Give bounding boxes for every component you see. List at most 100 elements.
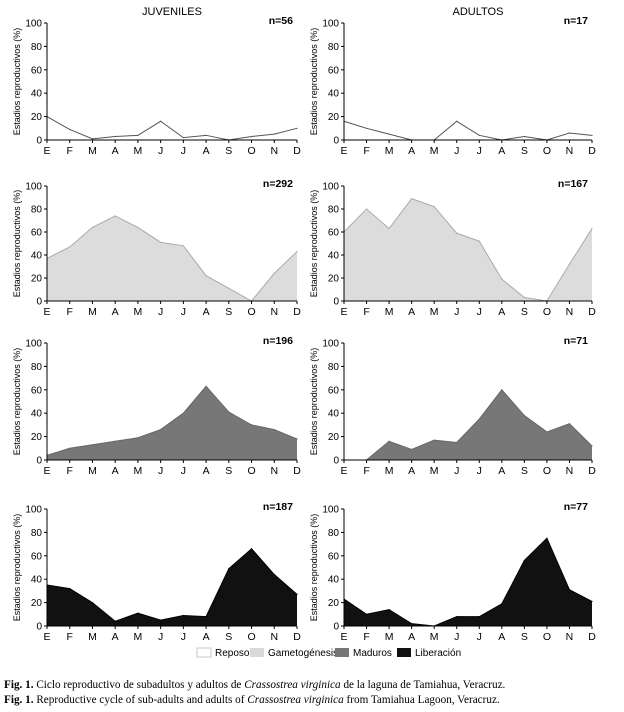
point-juveniles-4-8: [205, 616, 207, 618]
point-juveniles-1-10: [250, 135, 253, 138]
figure-caption: Fig. 1. Ciclo reproductivo de subadultos…: [4, 678, 620, 708]
x-tick-label-adultos-3-6: J: [454, 465, 459, 477]
point-adultos-4-9: [523, 559, 525, 562]
legend-label-maduros: Maduros: [353, 648, 392, 659]
point-adultos-4-8: [501, 603, 503, 605]
x-tick-label-juveniles-3-11: N: [270, 465, 278, 477]
x-tick-label-adultos-3-3: M: [385, 465, 394, 477]
y-tick-label-juveniles-2-60: 60: [31, 228, 43, 239]
y-tick-label-juveniles-1-0: 0: [36, 136, 42, 147]
x-tick-label-juveniles-3-3: M: [88, 465, 97, 477]
y-tick-label-juveniles-3-60: 60: [31, 385, 43, 396]
panel-juveniles-3: 0 20 40 60 80 100 E F M A M J J A S O N D Estadios reprodu…: [12, 335, 301, 477]
point-juveniles-4-3: [91, 602, 94, 604]
x-tick-label-juveniles-2-1: E: [43, 306, 50, 318]
caption-en-text-after: from Tamiahua Lagoon, Veracruz.: [343, 694, 500, 706]
x-tick-label-juveniles-4-1: E: [43, 631, 50, 643]
x-tick-label-adultos-2-6: J: [454, 306, 459, 318]
sample-size-label-adultos-4: n=77: [564, 501, 588, 513]
point-juveniles-4-12: [296, 593, 298, 596]
y-tick-label-adultos-2-100: 100: [322, 182, 339, 193]
point-adultos-3-10: [546, 431, 548, 433]
y-tick-label-juveniles-2-20: 20: [31, 274, 43, 285]
legend-swatch-liberacion: [397, 648, 411, 657]
x-tick-label-juveniles-3-2: F: [67, 465, 73, 477]
point-adultos-4-12: [591, 600, 593, 603]
point-adultos-1-11: [568, 132, 571, 134]
point-juveniles-1-5: [137, 134, 139, 136]
point-adultos-3-8: [501, 389, 503, 391]
x-tick-label-adultos-4-5: M: [430, 631, 439, 643]
x-tick-label-adultos-2-3: M: [385, 306, 394, 318]
series-line-adultos-3: [344, 389, 593, 461]
x-tick-label-adultos-2-7: J: [477, 306, 482, 318]
point-adultos-2-9: [523, 296, 525, 299]
x-tick-label-adultos-4-3: M: [385, 631, 394, 643]
x-tick-label-juveniles-2-2: F: [67, 306, 73, 318]
area-juveniles-4: [47, 548, 297, 626]
x-tick-label-adultos-1-4: A: [408, 145, 415, 157]
point-adultos-4-11: [568, 589, 571, 591]
point-adultos-3-12: [591, 445, 593, 447]
point-juveniles-2-12: [296, 250, 298, 253]
point-adultos-1-12: [591, 134, 593, 136]
point-juveniles-2-6: [160, 241, 162, 243]
legend-label-gametogenesis: Gametogénesis: [268, 648, 338, 659]
y-tick-label-adultos-1-60: 60: [328, 65, 340, 76]
point-juveniles-1-3: [91, 138, 94, 140]
point-adultos-1-7: [478, 134, 480, 136]
y-tick-label-juveniles-4-40: 40: [31, 575, 43, 586]
sample-size-label-adultos-1: n=17: [564, 15, 588, 27]
x-tick-label-adultos-1-10: O: [543, 145, 551, 157]
x-tick-label-juveniles-2-11: N: [270, 306, 278, 318]
y-tick-label-juveniles-2-80: 80: [31, 205, 43, 216]
point-adultos-2-2: [365, 208, 368, 210]
x-tick-label-juveniles-2-9: S: [225, 306, 232, 318]
x-tick-label-adultos-3-1: E: [340, 465, 347, 477]
area-adultos-2: [344, 198, 592, 301]
point-adultos-3-7: [478, 418, 480, 420]
point-adultos-1-6: [456, 120, 458, 122]
x-tick-label-juveniles-2-12: D: [293, 306, 301, 318]
x-tick-label-adultos-4-8: A: [498, 631, 505, 643]
x-tick-label-juveniles-2-10: O: [247, 306, 255, 318]
x-tick-label-adultos-1-2: F: [363, 145, 369, 157]
point-adultos-1-9: [523, 135, 525, 138]
x-tick-label-adultos-2-4: A: [408, 306, 415, 318]
point-juveniles-2-7: [182, 245, 184, 247]
panel-juveniles-2: 0 20 40 60 80 100 E F M A M J J A S O N D Estadios reprodu…: [12, 178, 301, 318]
x-tick-label-juveniles-4-11: N: [270, 631, 278, 643]
x-tick-label-juveniles-4-8: A: [203, 631, 210, 643]
x-tick-label-adultos-2-2: F: [363, 306, 369, 318]
point-juveniles-4-7: [182, 614, 184, 617]
x-tick-label-adultos-4-1: E: [340, 631, 347, 643]
y-tick-label-adultos-3-60: 60: [328, 385, 340, 396]
point-adultos-2-6: [456, 232, 458, 234]
y-tick-label-juveniles-3-40: 40: [31, 409, 43, 420]
caption-en-prefix: Fig. 1.: [4, 694, 34, 706]
sample-size-label-adultos-2: n=167: [558, 178, 588, 190]
point-juveniles-3-4: [114, 440, 116, 442]
y-tick-label-adultos-3-20: 20: [328, 432, 340, 443]
legend: Reposo Gametogénesis Maduros Liberación: [196, 647, 461, 659]
point-juveniles-3-9: [228, 411, 230, 413]
x-tick-label-juveniles-1-3: M: [88, 145, 97, 157]
point-adultos-4-7: [478, 616, 480, 618]
area-adultos-1: [344, 121, 592, 140]
point-juveniles-1-11: [273, 133, 275, 135]
x-tick-label-juveniles-1-6: J: [158, 145, 163, 157]
x-tick-label-adultos-4-6: J: [454, 631, 459, 643]
point-juveniles-3-12: [296, 438, 298, 440]
y-axis-label-adultos-2: Estadios reproductivos (%): [309, 190, 319, 298]
y-tick-label-juveniles-1-20: 20: [31, 112, 43, 123]
x-tick-label-juveniles-2-7: J: [181, 306, 186, 318]
y-tick-label-juveniles-3-100: 100: [25, 339, 42, 350]
x-tick-label-juveniles-1-5: M: [134, 145, 143, 157]
x-tick-label-adultos-3-9: S: [521, 465, 528, 477]
x-tick-label-juveniles-4-9: S: [225, 631, 232, 643]
point-juveniles-1-6: [160, 120, 162, 122]
point-juveniles-4-5: [137, 612, 139, 614]
y-tick-label-adultos-3-40: 40: [328, 409, 340, 420]
caption-en-species: Crassostrea virginica: [247, 694, 344, 706]
area-adultos-3: [344, 389, 592, 460]
